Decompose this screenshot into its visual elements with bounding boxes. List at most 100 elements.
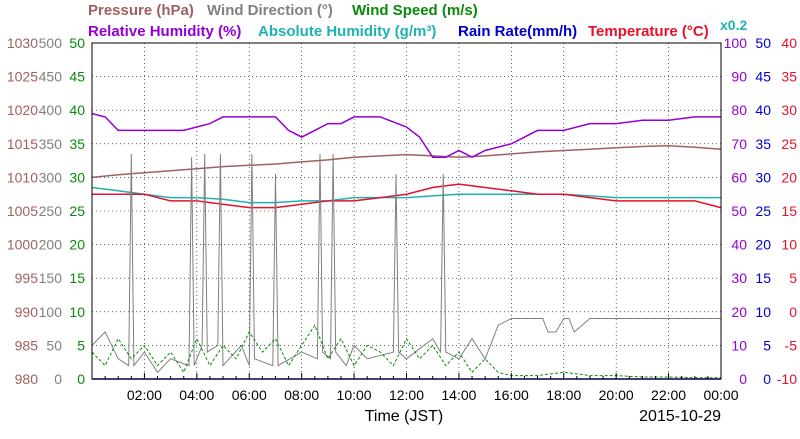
right-tick-rain_rate: 35 [755,136,771,152]
left-tick-wind_speed: 0 [77,371,85,387]
left-tick-wind_speed: 15 [69,270,85,286]
right-tick-relative_humidity: 0 [739,371,747,387]
left-tick-wind_speed: 25 [69,203,85,219]
legend-scale-note: x0.2 [720,17,747,33]
right-tick-rain_rate: 40 [755,102,771,118]
series-line-absolute-humidity-g-m [91,186,721,204]
right-tick-relative_humidity: 10 [731,337,747,353]
legend-relative-humidity: Relative Humidity (%) [88,23,241,40]
left-tick-wind_speed: 5 [77,337,85,353]
left-tick-wind_direction: 300 [39,169,63,185]
x-tick-label: 14:00 [441,387,476,403]
right-tick-rain_rate: 20 [755,237,771,253]
left-tick-pressure: 1020 [7,102,38,118]
legend-temperature: Temperature (°C) [588,23,709,40]
left-tick-pressure: 1000 [7,237,38,253]
right-tick-temperature: 20 [781,169,797,185]
right-tick-rain_rate: 10 [755,304,771,320]
legend-wind-speed: Wind Speed (m/s) [352,2,478,19]
series-group [91,112,722,380]
series-line-wind-direction [91,153,721,374]
left-tick-pressure: 1015 [7,136,38,152]
left-tick-pressure: 985 [15,337,39,353]
x-tick-label: 22:00 [651,387,686,403]
x-tick-label: 16:00 [494,387,529,403]
legend-absolute-humidity: Absolute Humidity (g/m³) [258,23,436,40]
right-axes: 1009080706050403020100504540353025201510… [724,35,798,387]
right-tick-rain_rate: 0 [763,371,771,387]
legend-wind-direction: Wind Direction (°) [207,2,333,19]
left-tick-wind_speed: 30 [69,169,85,185]
left-axes: 1030102510201015101010051000995990985980… [7,35,85,387]
left-tick-wind_direction: 0 [54,371,62,387]
legend-rain-rate: Rain Rate(mm/h) [458,23,577,40]
x-tick-label: 06:00 [232,387,267,403]
x-tick-label: 04:00 [179,387,214,403]
right-tick-temperature: -5 [785,337,798,353]
right-tick-temperature: 40 [781,35,797,51]
left-tick-wind_speed: 50 [69,35,85,51]
right-tick-temperature: 15 [781,203,797,219]
legend-pressure: Pressure (hPa) [88,2,194,19]
right-tick-temperature: 5 [789,270,797,286]
right-tick-relative_humidity: 30 [731,270,747,286]
right-tick-rain_rate: 50 [755,35,771,51]
x-tick-label: 08:00 [284,387,319,403]
right-tick-relative_humidity: 50 [731,203,747,219]
right-tick-temperature: 10 [781,237,797,253]
right-tick-rain_rate: 45 [755,69,771,85]
left-tick-wind_direction: 400 [39,102,63,118]
right-tick-temperature: 0 [789,304,797,320]
x-axis-label: Time (JST) [365,408,444,425]
right-tick-relative_humidity: 20 [731,304,747,320]
right-tick-relative_humidity: 80 [731,102,747,118]
series-line-relative-humidity [91,112,721,159]
left-tick-wind_direction: 150 [39,270,63,286]
left-tick-wind_speed: 20 [69,237,85,253]
x-axis: 02:00 04:00 06:00 08:00 10:00 12:00 14:00 16:00… [91,373,739,403]
right-tick-rain_rate: 25 [755,203,771,219]
right-tick-relative_humidity: 40 [731,237,747,253]
x-tick-label: 12:00 [389,387,424,403]
right-tick-temperature: -10 [777,371,797,387]
right-tick-relative_humidity: 100 [724,35,748,51]
right-tick-relative_humidity: 70 [731,136,747,152]
x-tick-label: 18:00 [546,387,581,403]
right-tick-temperature: 35 [781,69,797,85]
left-tick-pressure: 1025 [7,69,38,85]
series-line-pressure-hpa [91,145,722,179]
series-line-wind-speed-m-s [91,324,721,379]
right-tick-relative_humidity: 90 [731,69,747,85]
chart-date: 2015-10-29 [639,408,721,425]
x-tick-label: 20:00 [599,387,634,403]
right-tick-temperature: 25 [781,136,797,152]
left-tick-wind_direction: 50 [46,337,62,353]
left-tick-wind_speed: 10 [69,304,85,320]
left-tick-pressure: 980 [15,371,39,387]
series-line-temperature-c [92,183,722,209]
left-tick-wind_speed: 35 [69,136,85,152]
x-tick-label: 10:00 [337,387,372,403]
left-tick-wind_direction: 250 [39,203,63,219]
right-tick-rain_rate: 5 [763,337,771,353]
x-tick-label: 02:00 [127,387,162,403]
left-tick-pressure: 1010 [7,169,38,185]
left-tick-wind_direction: 500 [39,35,63,51]
left-tick-wind_direction: 350 [39,136,63,152]
x-tick-label: 00:00 [703,387,738,403]
left-tick-wind_speed: 40 [69,102,85,118]
left-tick-wind_direction: 450 [39,69,63,85]
right-tick-rain_rate: 15 [755,270,771,286]
right-tick-rain_rate: 30 [755,169,771,185]
left-tick-pressure: 1005 [7,203,38,219]
left-tick-pressure: 1030 [7,35,38,51]
left-tick-pressure: 990 [15,304,39,320]
left-tick-wind_speed: 45 [69,69,85,85]
left-tick-wind_direction: 100 [39,304,63,320]
grid [92,43,721,379]
left-tick-pressure: 995 [15,270,39,286]
left-tick-wind_direction: 200 [39,237,63,253]
right-tick-relative_humidity: 60 [731,169,747,185]
